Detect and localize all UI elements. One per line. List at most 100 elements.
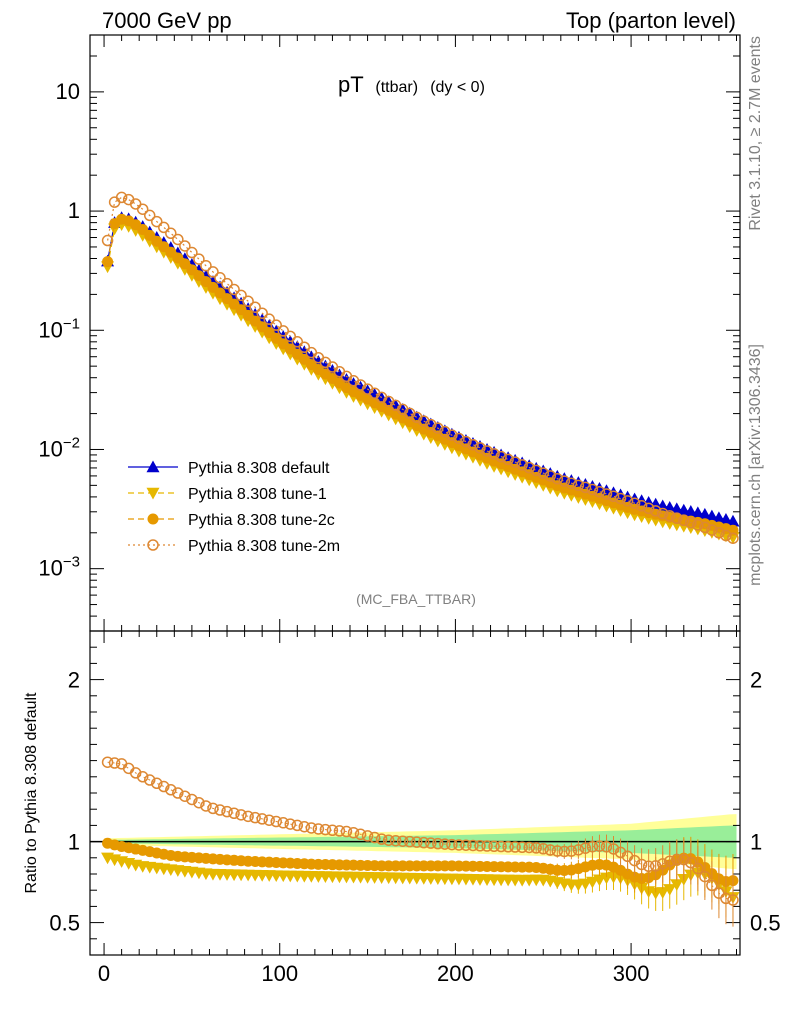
ratio-point-tune2m bbox=[446, 838, 458, 851]
main-y-tick-label: 10−3 bbox=[38, 554, 80, 581]
ratio-point-tune2m bbox=[403, 835, 416, 848]
legend-label-tune2m: Pythia 8.308 tune-2m bbox=[188, 538, 340, 555]
legend-label-tune1: Pythia 8.308 tune-1 bbox=[188, 486, 327, 503]
series-line-tune2m bbox=[107, 196, 734, 539]
ratio-y-tick-label: 0.5 bbox=[49, 911, 80, 936]
ratio-point-tune2m bbox=[235, 809, 247, 821]
data-point-tune2m bbox=[713, 527, 725, 539]
ratio-series-tune2c bbox=[102, 836, 739, 908]
ratio-y-tick-label-right: 2 bbox=[750, 668, 762, 693]
data-point-tune2m bbox=[593, 485, 606, 498]
ratio-point-tune2m bbox=[326, 824, 339, 837]
legend: Pythia 8.308 default Pythia 8.308 tune-1 P… bbox=[128, 460, 340, 555]
ratio-point-tune2m bbox=[523, 841, 535, 854]
legend-label-tune2c: Pythia 8.308 tune-2c bbox=[188, 512, 335, 529]
ratio-point-tune2m bbox=[158, 780, 170, 793]
ratio-point-tune2m bbox=[186, 793, 198, 806]
ratio-point-tune2m bbox=[277, 817, 289, 829]
ratio-point-tune2m bbox=[136, 771, 149, 783]
x-tick-label: 0 bbox=[98, 961, 110, 986]
ratio-point-tune2m bbox=[382, 834, 395, 846]
ratio-point-tune2m bbox=[579, 842, 592, 854]
data-point-tune2m bbox=[474, 442, 486, 454]
ratio-point-tune2m bbox=[558, 845, 571, 858]
data-point-tune2m bbox=[151, 215, 163, 228]
data-point-tune2m bbox=[488, 448, 500, 460]
ratio-point-tune2m bbox=[642, 860, 655, 873]
data-point-tune2m bbox=[544, 470, 557, 482]
data-point-tune2m bbox=[411, 411, 423, 424]
data-point-tune2m bbox=[621, 495, 634, 507]
x-tick-label: 100 bbox=[261, 961, 298, 986]
ratio-point-tune2m bbox=[671, 853, 683, 866]
data-point-tune2m bbox=[586, 483, 599, 496]
ratio-point-tune2m bbox=[347, 826, 360, 839]
plot-title-sub: (ttbar) bbox=[375, 79, 418, 96]
ratio-ylabel: Ratio to Pythia 8.308 default bbox=[23, 692, 40, 894]
ratio-point-tune2m bbox=[389, 834, 402, 847]
data-point-tune2c bbox=[102, 256, 114, 268]
plot-title: pT (ttbar) (dy < 0) bbox=[338, 72, 485, 97]
ratio-point-tune2m bbox=[249, 811, 261, 824]
data-point-tune2m bbox=[432, 422, 444, 434]
ratio-point-tune2m bbox=[368, 831, 381, 844]
data-point-tune2m bbox=[165, 227, 177, 240]
ratio-point-tune2m bbox=[319, 823, 332, 836]
series-default bbox=[101, 211, 740, 527]
ratio-point-tune2m bbox=[720, 892, 732, 905]
ratio-point-tune2m bbox=[537, 843, 549, 855]
ratio-y-tick-label: 2 bbox=[68, 668, 80, 693]
plot-title-main: pT bbox=[338, 72, 363, 97]
analysis-label: (MC_FBA_TTBAR) bbox=[356, 591, 476, 607]
data-point-tune2m bbox=[699, 521, 711, 534]
data-point-tune2m bbox=[656, 507, 669, 520]
rivet-version-text: Rivet 3.1.10, ≥ 2.7M events bbox=[747, 36, 764, 231]
data-point-tune2m bbox=[607, 490, 620, 503]
data-point-tune2m bbox=[516, 459, 528, 471]
data-point-tune2m bbox=[446, 429, 458, 441]
ratio-point-tune2m bbox=[291, 819, 304, 832]
ratio-point-tune2m bbox=[530, 842, 542, 854]
data-point-tune2m bbox=[678, 514, 690, 527]
ratio-series-layer bbox=[101, 756, 740, 927]
x-tick-label: 300 bbox=[613, 961, 650, 986]
ratio-point-tune2m bbox=[600, 841, 613, 853]
main-y-tick-label: 1 bbox=[68, 198, 80, 223]
ratio-point-tune2m bbox=[699, 870, 711, 883]
data-point-tune2m bbox=[614, 492, 627, 505]
ratio-point-tune2m bbox=[143, 774, 156, 786]
data-point-tune2m bbox=[263, 313, 275, 325]
header-left: 7000 GeV pp bbox=[102, 8, 232, 33]
ratio-point-tune1 bbox=[585, 876, 599, 889]
data-point-tune2m bbox=[537, 467, 549, 479]
ratio-point-tune2m bbox=[411, 836, 423, 848]
data-point-tune2m bbox=[186, 246, 198, 259]
data-point-tune2m bbox=[685, 516, 697, 529]
ratio-point-tune2m bbox=[678, 853, 690, 866]
ratio-point-tune2m bbox=[544, 844, 557, 856]
data-point-tune2m bbox=[579, 481, 592, 494]
ratio-point-tune2m bbox=[488, 840, 500, 853]
ratio-point-tune2m bbox=[502, 841, 514, 853]
ratio-point-tune2m bbox=[242, 810, 254, 823]
ratio-point-tune2m bbox=[312, 823, 325, 835]
ratio-y-tick-label-right: 0.5 bbox=[750, 911, 781, 936]
ratio-point-tune2m bbox=[572, 844, 585, 856]
legend-label-default: Pythia 8.308 default bbox=[188, 460, 330, 477]
header-right: Top (parton level) bbox=[566, 8, 736, 33]
ratio-point-tune2m bbox=[214, 804, 226, 816]
data-point-tune2m bbox=[460, 435, 472, 448]
data-point-tune2m bbox=[136, 203, 149, 215]
ratio-point-tune2m bbox=[172, 787, 184, 799]
ratio-point-tune2m bbox=[565, 845, 578, 857]
ratio-line-tune2m bbox=[107, 761, 734, 901]
ratio-point-tune2m bbox=[333, 825, 346, 837]
data-point-tune2m bbox=[193, 253, 205, 265]
legend-marker-tune2m bbox=[147, 539, 159, 551]
data-point-tune2m bbox=[649, 505, 662, 517]
ratio-point-tune2m bbox=[481, 840, 493, 852]
data-point-tune2m bbox=[453, 432, 465, 445]
ratio-point-tune2m bbox=[635, 858, 648, 871]
data-point-tune2m bbox=[509, 456, 521, 468]
